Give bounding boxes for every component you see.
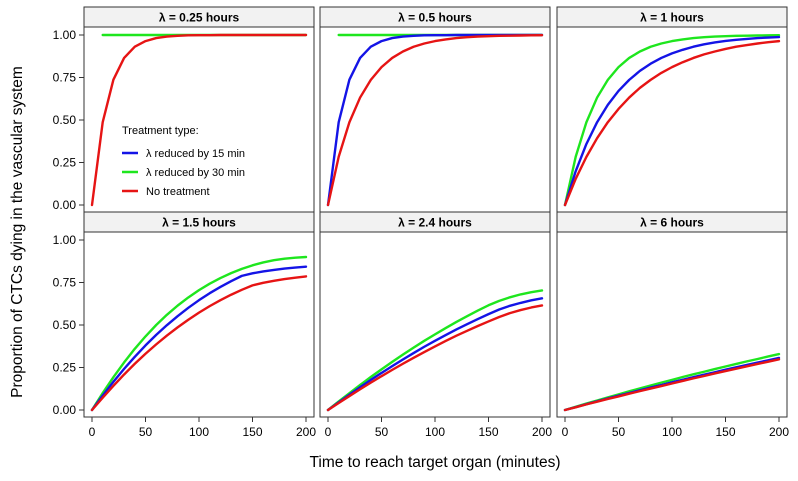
panel-5: λ = 2.4 hours 0 50 100 150 200 (319, 211, 552, 439)
x-tick-label: 50 (375, 425, 389, 439)
x-tick-label: 100 (189, 425, 209, 439)
legend-entry-15min: λ reduced by 15 min (122, 148, 245, 160)
y-tick-label: 1.00 (53, 28, 77, 42)
legend-label-30min: λ reduced by 30 min (146, 167, 245, 179)
panel-strip-title: λ = 0.25 hours (159, 11, 240, 25)
x-tick-label: 150 (242, 425, 262, 439)
panel-2: λ = 0.5 hours (319, 6, 551, 213)
series-line-15min (90, 265, 308, 412)
series-line-30min (563, 33, 781, 207)
series-line-no-treatment (563, 358, 781, 412)
y-tick-label: 0.00 (53, 403, 77, 417)
panel-frame (556, 26, 788, 213)
legend-entry-no-treatment: No treatment (122, 186, 210, 198)
series-line-no-treatment (90, 275, 308, 412)
panel-strip-title: λ = 1.5 hours (162, 216, 236, 230)
legend: Treatment type: λ reduced by 15 min λ re… (122, 125, 245, 198)
y-tick-label: 1.00 (53, 233, 77, 247)
y-tick-label: 0.00 (53, 198, 77, 212)
panel-frame (83, 26, 315, 213)
x-tick-label: 200 (296, 425, 316, 439)
panel-strip-title: λ = 6 hours (640, 216, 704, 230)
series-line-30min (326, 289, 544, 412)
legend-label-15min: λ reduced by 15 min (146, 148, 245, 160)
panel-strip-title: λ = 0.5 hours (398, 11, 472, 25)
y-tick-label: 0.50 (53, 113, 77, 127)
series-line-30min (90, 255, 308, 412)
x-tick-label: 150 (715, 425, 735, 439)
y-tick-label: 0.25 (53, 361, 77, 375)
x-tick-label: 200 (769, 425, 789, 439)
x-tick-label: 100 (662, 425, 682, 439)
x-axis-title: Time to reach target organ (minutes) (310, 454, 561, 471)
x-tick-label: 150 (478, 425, 498, 439)
series-line-15min (563, 35, 781, 207)
x-tick-label: 100 (425, 425, 445, 439)
y-tick-label: 0.25 (53, 156, 77, 170)
panel-strip-title: λ = 2.4 hours (398, 216, 472, 230)
x-tick-label: 0 (562, 425, 569, 439)
x-tick-label: 0 (325, 425, 332, 439)
series-line-15min (326, 297, 544, 412)
legend-label-no-treatment: No treatment (146, 186, 210, 198)
series-line-no-treatment (563, 39, 781, 207)
x-tick-label: 50 (612, 425, 626, 439)
panel-6: λ = 6 hours 0 50 100 150 200 (556, 211, 789, 439)
panel-strip-title: λ = 1 hours (640, 11, 704, 25)
panel-frame (319, 26, 551, 213)
series-line-no-treatment (326, 304, 544, 412)
panel-frame (83, 231, 315, 418)
x-tick-label: 50 (139, 425, 153, 439)
y-tick-label: 0.50 (53, 318, 77, 332)
legend-entry-30min: λ reduced by 30 min (122, 167, 245, 179)
x-tick-label: 200 (532, 425, 552, 439)
y-tick-label: 0.75 (53, 276, 77, 290)
y-axis-title: Proportion of CTCs dying in the vascular… (9, 66, 26, 398)
series-line-no-treatment (326, 33, 544, 207)
x-tick-label: 0 (89, 425, 96, 439)
panel-4: λ = 1.5 hours 0.00 0.25 0.50 0.75 1.00 0 50 100 1… (53, 211, 316, 439)
y-tick-label: 0.75 (53, 71, 77, 85)
panel-1: λ = 0.25 hours 0.00 0.25 0.50 0.75 1.00 (53, 6, 315, 213)
panel-frame (556, 231, 788, 418)
panel-3: λ = 1 hours (556, 6, 788, 213)
legend-title: Treatment type: (122, 125, 199, 137)
series-line-no-treatment (90, 33, 308, 207)
